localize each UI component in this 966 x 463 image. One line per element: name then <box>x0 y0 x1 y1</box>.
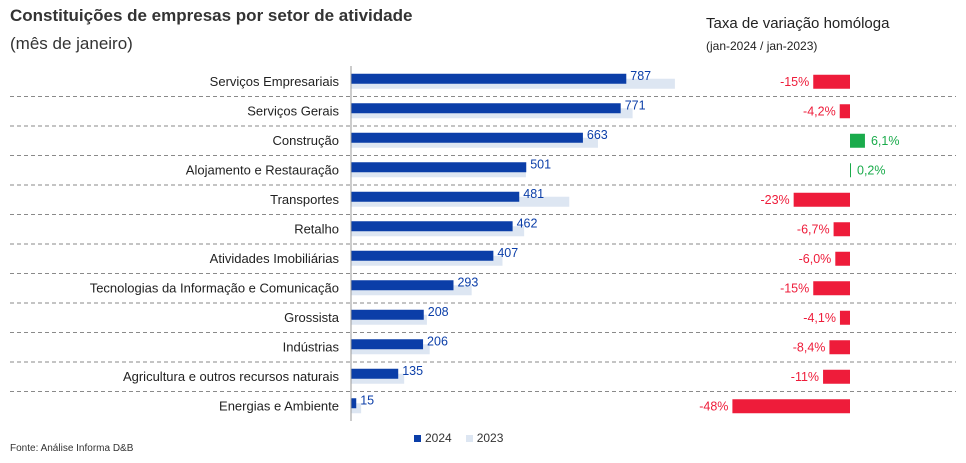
category-label: Transportes <box>270 192 339 207</box>
category-label: Alojamento e Restauração <box>186 162 339 177</box>
legend-swatch-2024 <box>414 434 421 442</box>
growth-label: -23% <box>760 193 789 207</box>
legend-swatch-2023 <box>465 434 473 442</box>
chart-subtitle: (mês de janeiro) <box>10 34 133 53</box>
data-label-2024: 407 <box>497 246 518 260</box>
category-label: Energias e Ambiente <box>219 398 339 413</box>
bar-2024 <box>351 250 494 261</box>
growth-panel-title: Taxa de variação homóloga <box>706 15 890 32</box>
growth-label: -15% <box>780 75 809 89</box>
growth-label: -48% <box>699 399 728 413</box>
bar-2024 <box>351 221 513 232</box>
category-label: Tecnologias da Informação e Comunicação <box>90 280 339 295</box>
growth-bar <box>793 192 850 207</box>
bar-2024 <box>351 191 520 202</box>
growth-label: -6,0% <box>799 252 832 266</box>
growth-bar <box>833 222 850 237</box>
bar-2024 <box>351 132 583 143</box>
bar-2024 <box>351 309 424 320</box>
growth-bar <box>829 340 850 355</box>
bar-2024 <box>351 162 527 173</box>
growth-label: -15% <box>780 281 809 295</box>
category-label: Grossista <box>284 310 340 325</box>
data-label-2024: 501 <box>530 157 551 171</box>
category-label: Serviços Gerais <box>247 103 339 118</box>
data-label-2024: 15 <box>360 393 374 407</box>
bar-2024 <box>351 398 357 409</box>
growth-bar <box>839 310 850 325</box>
data-label-2024: 462 <box>517 216 538 230</box>
bar-2024 <box>351 368 399 379</box>
legend: 2024 2023 <box>414 431 517 445</box>
growth-label: -4,2% <box>803 104 836 118</box>
growth-label: 6,1% <box>871 134 900 148</box>
data-label-2024: 771 <box>625 98 646 112</box>
growth-bar <box>835 251 850 266</box>
bar-2024 <box>351 103 621 114</box>
category-label: Indústrias <box>283 339 340 354</box>
chart-title: Constituições de empresas por setor de a… <box>10 6 413 25</box>
bar-2024 <box>351 339 424 350</box>
growth-label: -6,7% <box>797 222 830 236</box>
growth-bar <box>813 281 850 296</box>
growth-panel-subtitle: (jan-2024 / jan-2023) <box>706 39 818 53</box>
data-label-2024: 135 <box>402 364 423 378</box>
data-label-2024: 663 <box>587 128 608 142</box>
category-label: Serviços Empresariais <box>210 74 340 89</box>
growth-bar <box>813 74 850 89</box>
category-label: Atividades Imobiliárias <box>210 251 340 266</box>
growth-bar <box>850 163 851 178</box>
growth-bar <box>823 369 850 384</box>
growth-label: -11% <box>791 370 819 384</box>
data-label-2024: 481 <box>523 187 544 201</box>
source-note: Fonte: Análise Informa D&B <box>10 443 134 454</box>
legend-label-2024: 2024 <box>425 431 452 445</box>
category-label: Retalho <box>294 221 339 236</box>
growth-bar <box>732 399 850 414</box>
growth-label: -8,4% <box>793 340 826 354</box>
data-label-2024: 787 <box>630 69 651 83</box>
growth-bar <box>839 104 850 119</box>
data-label-2024: 208 <box>428 305 449 319</box>
category-label: Agricultura e outros recursos naturais <box>123 369 340 384</box>
data-label-2024: 206 <box>427 334 448 348</box>
category-label: Construção <box>273 133 339 148</box>
growth-bar <box>850 133 865 148</box>
bar-2024 <box>351 280 454 291</box>
bar-2024 <box>351 73 627 84</box>
growth-label: 0,2% <box>857 163 886 177</box>
growth-label: -4,1% <box>803 311 836 325</box>
legend-label-2023: 2023 <box>476 431 504 445</box>
data-label-2024: 293 <box>457 275 478 289</box>
